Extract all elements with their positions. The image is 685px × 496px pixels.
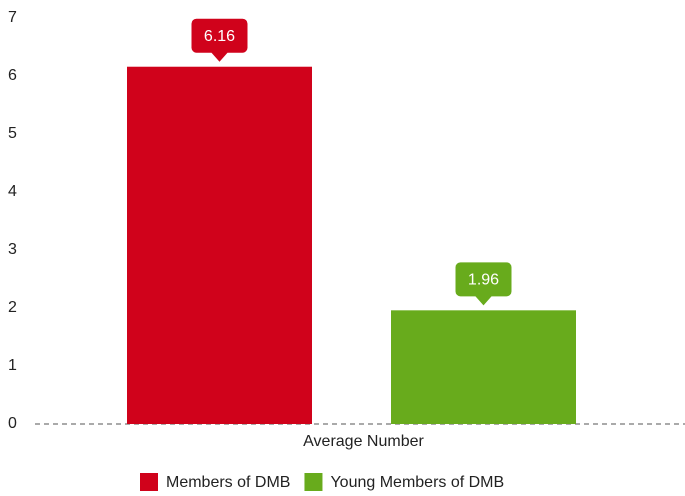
bar	[127, 66, 312, 424]
x-tick-label: Average Number	[303, 433, 424, 450]
y-tick-label: 5	[8, 125, 17, 142]
y-tick-label: 0	[8, 415, 17, 432]
y-tick-label: 4	[8, 183, 17, 200]
y-tick-label: 3	[8, 241, 17, 258]
y-tick-label: 2	[8, 299, 17, 316]
legend-label: Young Members of DMB	[330, 474, 504, 491]
y-tick-label: 1	[8, 357, 17, 374]
callout	[455, 262, 512, 306]
bar	[391, 310, 576, 424]
legend-swatch	[140, 473, 158, 491]
value-label: 6.16	[204, 28, 235, 45]
value-label: 1.96	[468, 272, 499, 289]
y-tick-label: 7	[8, 9, 17, 26]
legend-label: Members of DMB	[166, 474, 290, 491]
y-tick-label: 6	[8, 67, 17, 84]
callout	[191, 18, 248, 62]
legend-swatch	[304, 473, 323, 491]
